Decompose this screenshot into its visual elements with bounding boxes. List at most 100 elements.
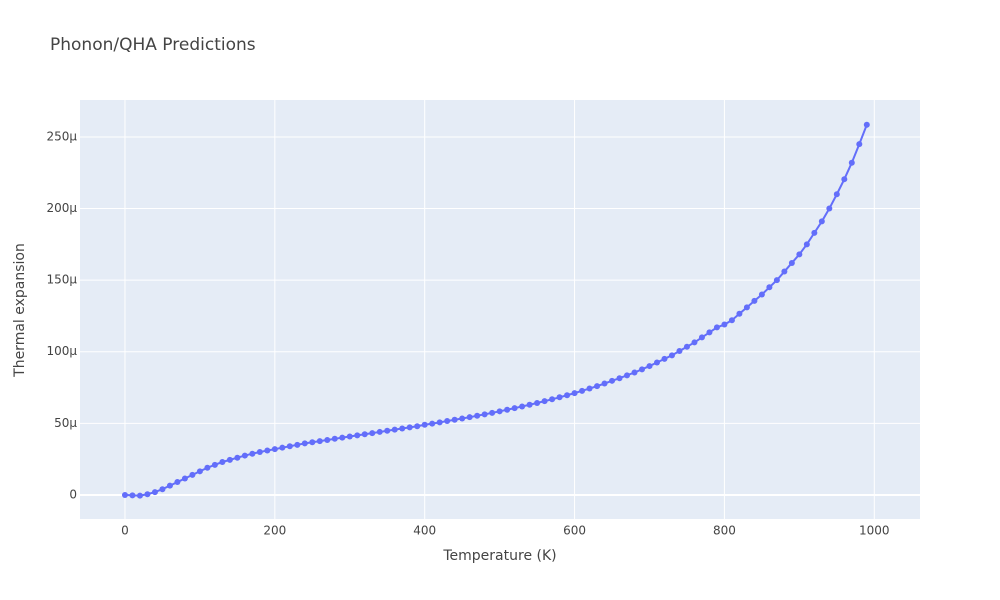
marker xyxy=(856,141,863,148)
marker xyxy=(256,448,263,455)
marker xyxy=(444,418,451,425)
y-tick-label: 150µ xyxy=(46,273,77,287)
marker xyxy=(736,310,743,317)
marker xyxy=(489,409,496,416)
marker xyxy=(189,471,196,478)
x-tick-label: 200 xyxy=(263,524,286,538)
marker xyxy=(204,464,211,471)
marker xyxy=(301,440,308,447)
marker xyxy=(773,277,780,284)
marker xyxy=(743,304,750,311)
x-tick-label: 0 xyxy=(121,524,129,538)
x-tick-label: 1000 xyxy=(859,524,890,538)
marker xyxy=(346,433,353,440)
marker xyxy=(519,403,526,410)
marker xyxy=(151,489,158,496)
marker xyxy=(526,401,533,408)
marker xyxy=(668,352,675,359)
marker xyxy=(129,492,136,499)
marker xyxy=(354,432,361,439)
marker xyxy=(249,450,256,457)
marker xyxy=(594,383,601,390)
marker xyxy=(316,438,323,445)
marker xyxy=(504,406,511,413)
marker xyxy=(579,387,586,394)
marker xyxy=(429,420,436,427)
marker xyxy=(309,439,316,446)
marker xyxy=(586,385,593,392)
y-tick-label: 100µ xyxy=(46,344,77,358)
marker xyxy=(241,452,248,459)
marker xyxy=(721,321,728,328)
marker xyxy=(361,431,368,438)
marker xyxy=(331,435,338,442)
chart-title: Phonon/QHA Predictions xyxy=(50,35,256,55)
line xyxy=(124,124,868,497)
marker xyxy=(181,475,188,482)
marker xyxy=(451,416,458,423)
marker xyxy=(166,482,173,489)
marker xyxy=(841,176,848,183)
marker xyxy=(421,421,428,428)
marker xyxy=(339,434,346,441)
marker xyxy=(826,205,833,212)
marker xyxy=(781,268,788,275)
marker xyxy=(848,159,855,166)
marker xyxy=(136,492,143,499)
y-tick-label: 0 xyxy=(69,487,77,501)
marker xyxy=(728,317,735,324)
marker xyxy=(211,461,218,468)
marker xyxy=(638,366,645,373)
marker xyxy=(264,447,271,454)
marker xyxy=(384,427,391,434)
marker xyxy=(683,343,690,350)
marker xyxy=(676,348,683,355)
x-tick-label: 600 xyxy=(563,524,586,538)
marker xyxy=(616,375,623,382)
marker xyxy=(226,456,233,463)
marker xyxy=(121,491,128,498)
marker xyxy=(609,377,616,384)
y-tick-label: 250µ xyxy=(46,129,77,143)
marker xyxy=(803,241,810,248)
marker xyxy=(661,355,668,362)
marker xyxy=(294,441,301,448)
marker xyxy=(324,436,331,443)
marker xyxy=(811,229,818,236)
marker xyxy=(219,459,226,466)
marker xyxy=(653,359,660,366)
marker xyxy=(234,454,241,461)
x-axis-title: Temperature (K) xyxy=(442,548,556,564)
marker xyxy=(863,121,870,128)
x-tick-label: 800 xyxy=(713,524,736,538)
marker xyxy=(758,291,765,298)
marker xyxy=(706,329,713,336)
marker xyxy=(481,411,488,418)
marker xyxy=(631,369,638,376)
marker xyxy=(174,479,181,486)
marker xyxy=(549,396,556,403)
marker xyxy=(511,405,518,412)
marker xyxy=(788,259,795,266)
marker xyxy=(564,392,571,399)
marker xyxy=(391,426,398,433)
marker xyxy=(369,430,376,437)
y-axis-title: Thermal expansion xyxy=(12,243,28,378)
marker xyxy=(466,414,473,421)
marker xyxy=(279,444,286,451)
marker xyxy=(196,468,203,475)
marker xyxy=(556,394,563,401)
marker xyxy=(833,191,840,198)
marker xyxy=(571,390,578,397)
marker xyxy=(399,425,406,432)
marker xyxy=(624,372,631,379)
marker xyxy=(766,284,773,291)
marker xyxy=(436,419,443,426)
marker xyxy=(541,398,548,405)
y-tick-label: 200µ xyxy=(46,201,77,215)
marker xyxy=(459,415,466,422)
marker xyxy=(376,428,383,435)
plot-area xyxy=(80,100,920,519)
marker xyxy=(601,380,608,387)
marker xyxy=(698,334,705,341)
